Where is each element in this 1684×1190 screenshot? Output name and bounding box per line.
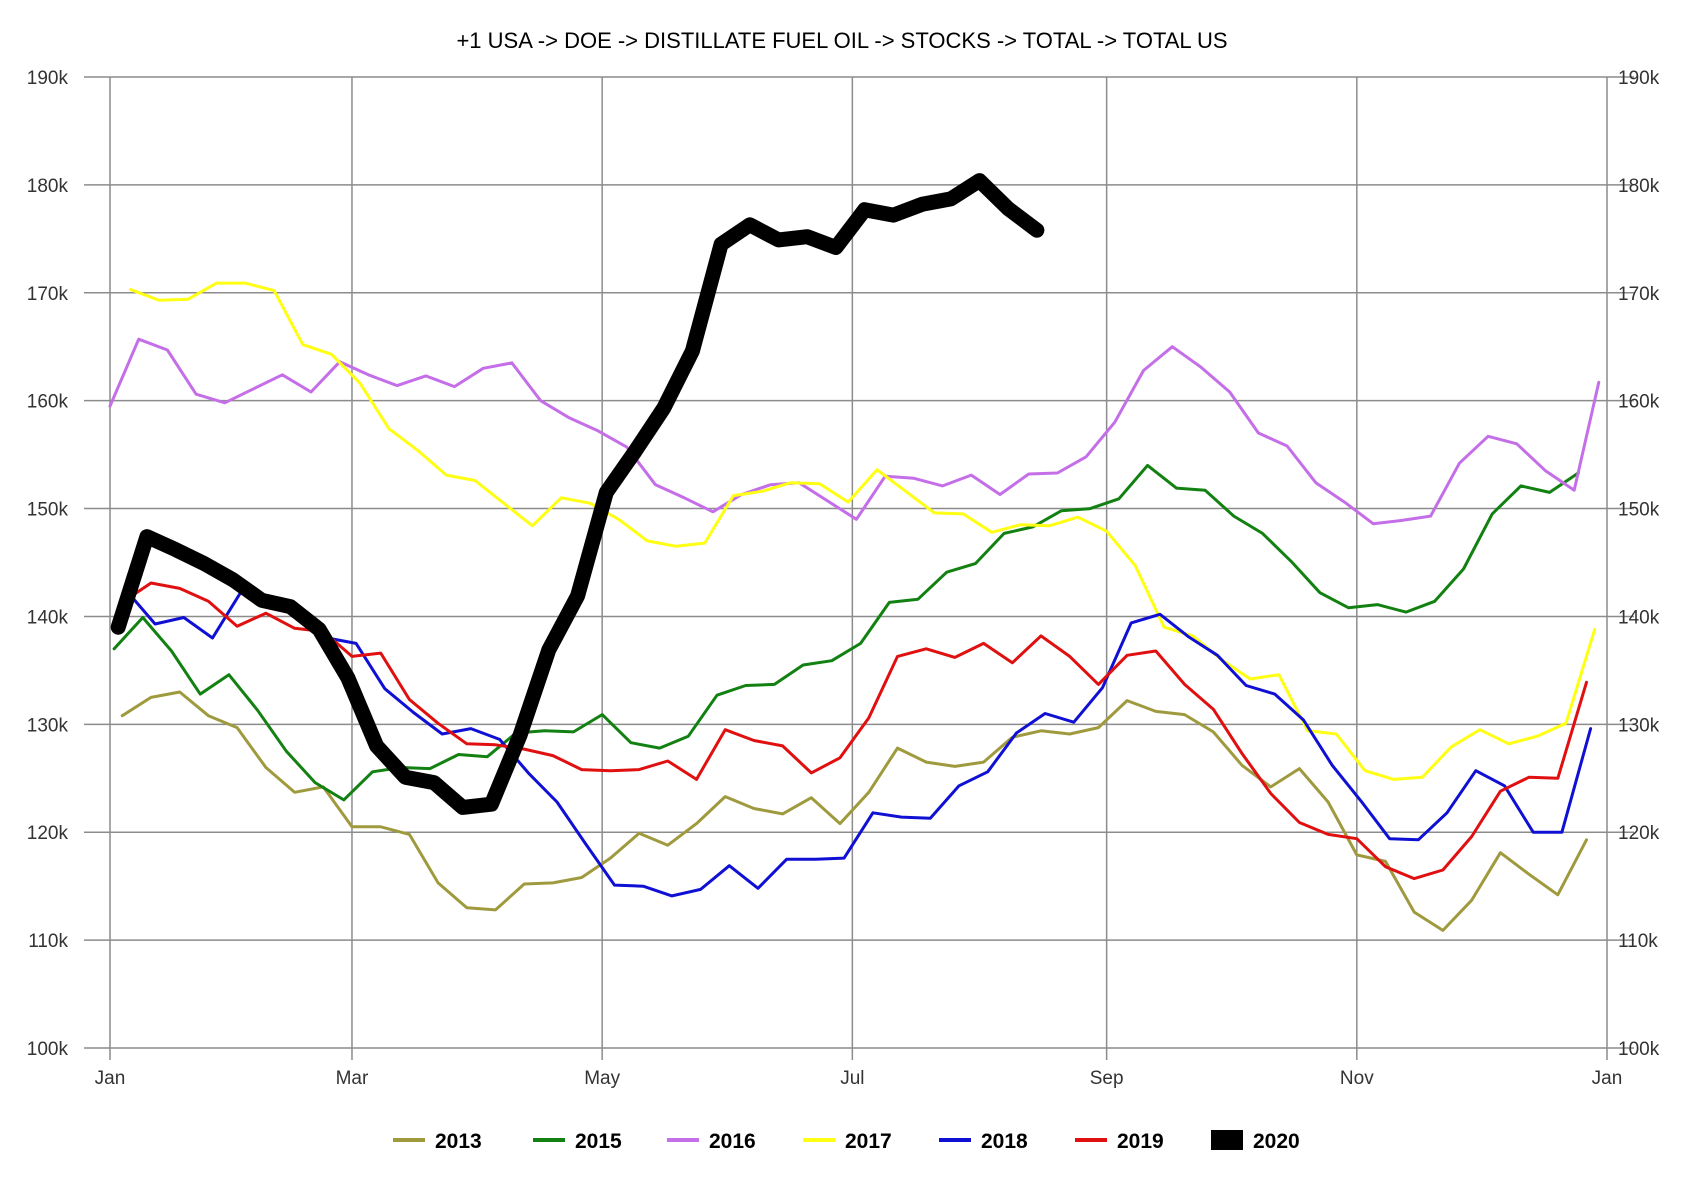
series-line-2020 — [110, 173, 1045, 815]
y-tick-label-right: 130k — [1618, 715, 1660, 736]
x-tick-label: May — [584, 1068, 620, 1089]
y-tick-label-left: 180k — [27, 176, 69, 197]
y-tick-label-right: 120k — [1618, 823, 1660, 844]
series-line-2018 — [124, 589, 1593, 898]
y-tick-label-right: 180k — [1618, 176, 1660, 197]
legend-label: 2019 — [1117, 1130, 1164, 1153]
y-axis-left: 100k 110k 120k 130k 140k 150k 160k 170k 180k 190k — [27, 68, 69, 1060]
y-tick-label-right: 170k — [1618, 284, 1660, 305]
legend-item-2019[interactable]: 2019 — [1075, 1130, 1164, 1153]
legend-swatch — [1211, 1130, 1243, 1150]
series-line-2019 — [120, 581, 1588, 881]
legend-item-2017[interactable]: 2017 — [803, 1130, 892, 1153]
grid — [84, 76, 1634, 1060]
legend-item-2016[interactable]: 2016 — [667, 1130, 756, 1153]
legend-label: 2018 — [981, 1130, 1028, 1153]
y-tick-label-right: 160k — [1618, 392, 1660, 413]
legend-label: 2015 — [575, 1130, 622, 1153]
x-axis: Jan Mar May Jul Sep Nov Jan — [95, 1068, 1623, 1089]
x-tick-label: Sep — [1090, 1068, 1124, 1089]
legend-label: 2013 — [435, 1130, 482, 1153]
legend-item-2020[interactable]: 2020 — [1211, 1130, 1300, 1153]
series-line-2013 — [120, 690, 1588, 932]
y-tick-label-left: 130k — [27, 715, 69, 736]
chart-title: +1 USA -> DOE -> DISTILLATE FUEL OIL -> … — [456, 28, 1227, 53]
x-tick-label: Nov — [1340, 1068, 1374, 1089]
x-tick-label: Jul — [840, 1068, 864, 1089]
series-line-2016 — [108, 337, 1601, 526]
y-tick-label-left: 160k — [27, 392, 69, 413]
series-line-2017 — [129, 281, 1597, 781]
y-tick-label-right: 190k — [1618, 68, 1660, 89]
y-tick-label-left: 140k — [27, 607, 69, 628]
legend[interactable]: 2013 2015 2016 2017 2018 2019 2020 — [393, 1130, 1300, 1153]
y-tick-label-right: 150k — [1618, 500, 1660, 521]
y-tick-label-left: 170k — [27, 284, 69, 305]
x-tick-label: Jan — [1592, 1068, 1623, 1089]
y-tick-label-right: 100k — [1618, 1039, 1660, 1060]
y-tick-label-left: 110k — [28, 931, 68, 952]
y-tick-label-left: 120k — [27, 823, 69, 844]
legend-item-2013[interactable]: 2013 — [393, 1130, 482, 1153]
plot-area — [108, 173, 1601, 932]
legend-label: 2020 — [1253, 1130, 1300, 1153]
y-tick-label-right: 140k — [1618, 607, 1660, 628]
y-tick-label-left: 100k — [27, 1039, 69, 1060]
x-tick-label: Mar — [336, 1068, 369, 1089]
legend-item-2018[interactable]: 2018 — [939, 1130, 1028, 1153]
series-line-2015 — [112, 463, 1580, 802]
y-tick-label-right: 110k — [1618, 931, 1658, 952]
x-tick-label: Jan — [95, 1068, 126, 1089]
legend-label: 2016 — [709, 1130, 756, 1153]
legend-label: 2017 — [845, 1130, 892, 1153]
y-tick-label-left: 150k — [27, 500, 69, 521]
legend-item-2015[interactable]: 2015 — [533, 1130, 622, 1153]
y-tick-label-left: 190k — [27, 68, 69, 89]
y-axis-right: 100k 110k 120k 130k 140k 150k 160k 170k 180k 190k — [1618, 68, 1660, 1060]
